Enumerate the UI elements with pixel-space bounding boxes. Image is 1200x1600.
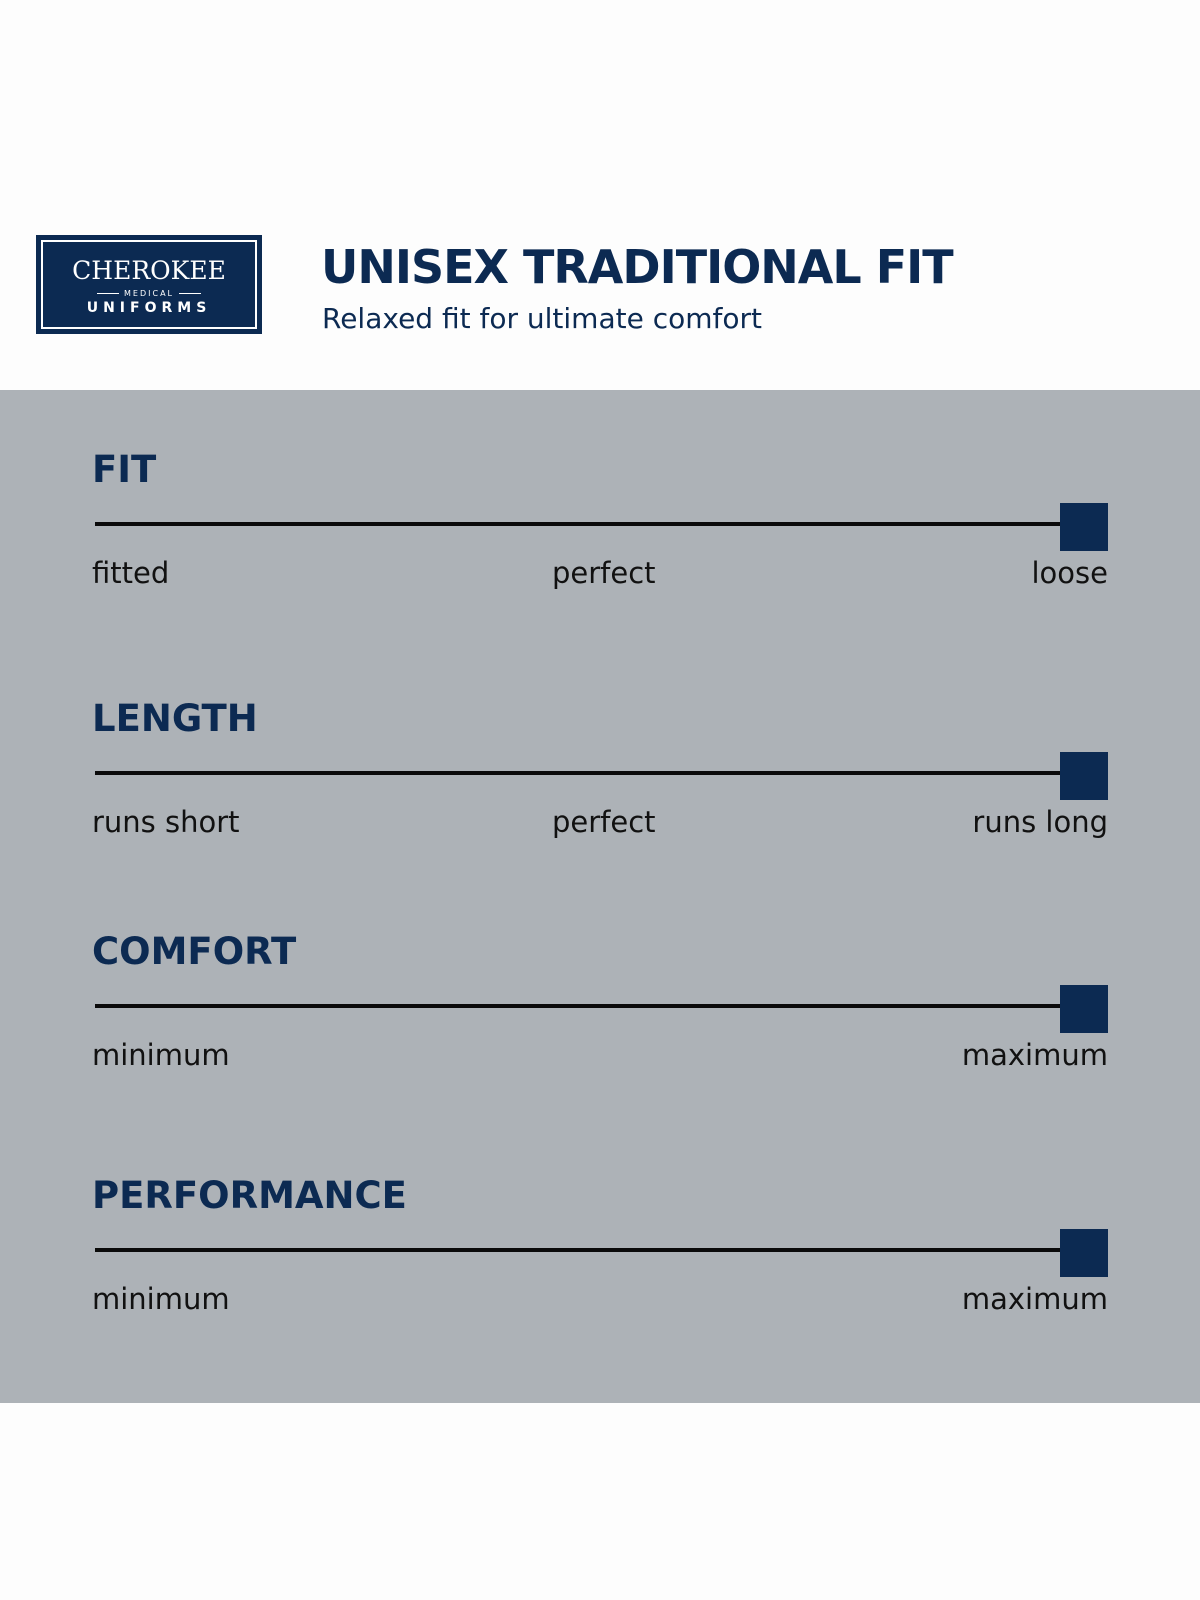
scale-label-middle: perfect (552, 556, 656, 590)
track-line (95, 522, 1108, 526)
scale-track (95, 752, 1108, 800)
track-line (95, 1004, 1108, 1008)
scale-heading: LENGTH (92, 697, 258, 740)
scale-track (95, 503, 1108, 551)
scales-panel (0, 390, 1200, 1403)
scale-label-right: runs long (972, 805, 1108, 839)
scale-label-left: minimum (92, 1038, 230, 1072)
scale-fit: FIT fitted perfect loose (0, 448, 1200, 608)
scale-track (95, 985, 1108, 1033)
scale-heading: PERFORMANCE (92, 1174, 407, 1217)
track-line (95, 771, 1108, 775)
scale-marker (1060, 503, 1108, 551)
scale-marker (1060, 985, 1108, 1033)
scale-comfort: COMFORT minimum maximum (0, 930, 1200, 1090)
page-title: UNISEX TRADITIONAL FIT (321, 240, 954, 294)
logo-brand: CHEROKEE (72, 256, 226, 285)
scale-marker (1060, 1229, 1108, 1277)
scale-label-left: minimum (92, 1282, 230, 1316)
scale-label-left: fitted (92, 556, 170, 590)
scale-heading: FIT (92, 448, 157, 491)
page-subtitle: Relaxed fit for ultimate comfort (322, 302, 762, 335)
scale-label-right: loose (1031, 556, 1109, 590)
scale-label-middle: perfect (552, 805, 656, 839)
scale-marker (1060, 752, 1108, 800)
logo-border: CHEROKEE MEDICAL UNIFORMS (41, 240, 257, 329)
logo-sub: MEDICAL (43, 289, 255, 298)
scale-track (95, 1229, 1108, 1277)
scale-length: LENGTH runs short perfect runs long (0, 697, 1200, 857)
scale-label-right: maximum (961, 1038, 1108, 1072)
scale-label-left: runs short (92, 805, 240, 839)
scale-label-right: maximum (961, 1282, 1108, 1316)
logo-line2: UNIFORMS (86, 300, 212, 316)
track-line (95, 1248, 1108, 1252)
scale-heading: COMFORT (92, 930, 297, 973)
scale-performance: PERFORMANCE minimum maximum (0, 1174, 1200, 1334)
brand-logo: CHEROKEE MEDICAL UNIFORMS (36, 235, 262, 334)
